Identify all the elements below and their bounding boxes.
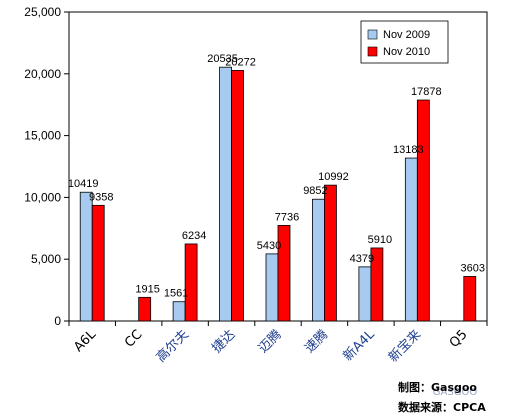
credit-maker: 制图：Gasgoo <box>398 380 477 394</box>
axes: 0 5,000 10,000 15,000 20,000 25,000 <box>24 5 488 328</box>
bar-nov-2009 <box>358 266 372 322</box>
bar-nov-2009 <box>265 253 279 322</box>
legend-swatch <box>367 29 378 40</box>
bar-nov-2010 <box>324 184 337 322</box>
data-label: 1915 <box>135 283 159 295</box>
data-label: 9852 <box>303 185 327 197</box>
data-label: 17878 <box>411 86 442 98</box>
bar-nov-2010 <box>138 296 152 322</box>
bar-nov-2010 <box>463 276 477 322</box>
y-tick-label: 25,000 <box>24 5 61 19</box>
data-label: 5430 <box>257 240 281 252</box>
bar-nov-2009 <box>219 66 232 322</box>
data-label: 5910 <box>368 234 392 246</box>
legend: Nov 2009 Nov 2010 <box>360 20 449 64</box>
bar-nov-2010 <box>277 224 291 322</box>
y-tick-label: 10,000 <box>24 190 61 204</box>
bar-nov-2009 <box>404 157 418 322</box>
legend-label: Nov 2009 <box>383 29 430 41</box>
credit-source: 数据来源：CPCA <box>398 400 486 414</box>
bar-nov-2010 <box>231 70 244 322</box>
y-tick-label: 0 <box>54 314 61 328</box>
data-label: 9358 <box>89 191 113 203</box>
data-label: 4379 <box>350 253 374 265</box>
bar-nov-2009 <box>312 198 325 322</box>
data-label: 3603 <box>461 262 485 274</box>
bar-nov-2010 <box>370 247 384 322</box>
data-label: 10992 <box>318 171 349 183</box>
data-label: 13183 <box>393 144 424 156</box>
bars <box>79 66 477 322</box>
bar-nov-2009 <box>172 301 186 322</box>
legend-swatch <box>367 46 378 57</box>
bar-nov-2010 <box>184 243 198 322</box>
bar-nov-2009 <box>79 191 93 322</box>
data-label: 7736 <box>275 211 299 223</box>
bar-nov-2010 <box>416 99 430 322</box>
legend-box <box>360 20 449 64</box>
y-tick-label: 15,000 <box>24 129 61 143</box>
data-label: 20272 <box>225 56 256 68</box>
data-label: 1561 <box>164 288 188 300</box>
data-label: 6234 <box>182 230 206 242</box>
watermark-text: GASGOO <box>433 387 478 398</box>
y-tick-label: 5,000 <box>31 252 61 266</box>
data-label: 20535 <box>207 53 238 65</box>
data-label: 10419 <box>68 178 99 190</box>
bar-nov-2010 <box>91 204 105 322</box>
legend-label: Nov 2010 <box>383 46 430 58</box>
y-tick-label: 20,000 <box>24 67 61 81</box>
